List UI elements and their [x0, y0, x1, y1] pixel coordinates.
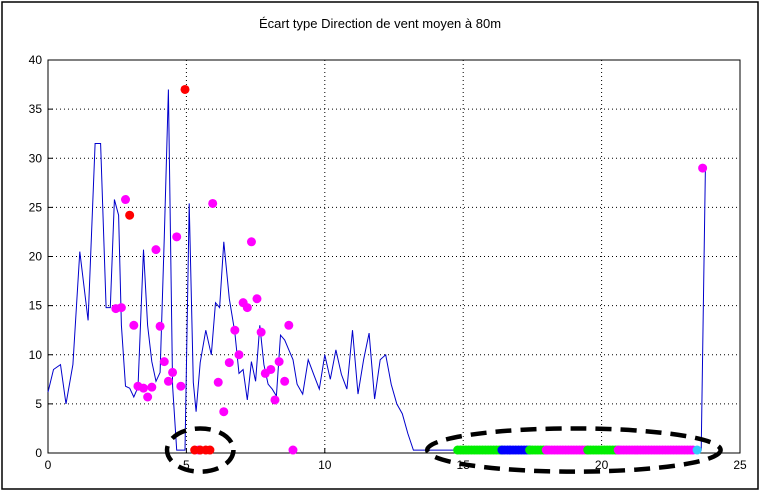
y-tick-label: 5 [35, 397, 42, 411]
x-tick-label: 10 [318, 458, 332, 472]
y-tick-label: 15 [29, 299, 43, 313]
y-tick-label: 40 [29, 53, 43, 67]
data-point-magenta [219, 407, 229, 417]
data-point-magenta [121, 195, 131, 205]
data-point-magenta [242, 303, 252, 313]
data-point-red [180, 84, 190, 94]
x-tick-label: 5 [183, 458, 190, 472]
data-point-magenta [698, 163, 708, 173]
y-tick-label: 30 [29, 151, 43, 165]
y-tick-label: 35 [29, 102, 43, 116]
data-point-magenta [252, 294, 262, 304]
data-point-magenta [256, 327, 266, 337]
data-point-magenta [151, 245, 161, 255]
data-point-magenta [288, 445, 298, 455]
data-point-magenta [213, 377, 223, 387]
dashed-ellipse-annotation [164, 426, 236, 474]
data-point-magenta [147, 382, 157, 392]
data-point-magenta [246, 237, 256, 247]
dashed-ellipse-annotation [424, 426, 723, 474]
data-point-magenta [224, 358, 234, 368]
data-point-magenta [280, 376, 290, 386]
data-point-magenta [155, 321, 165, 331]
x-tick-label: 25 [733, 458, 747, 472]
data-point-magenta [159, 357, 169, 367]
data-point-magenta [138, 383, 148, 393]
series-line [47, 89, 706, 451]
data-point-magenta [168, 367, 178, 377]
data-point-magenta [163, 376, 173, 386]
y-tick-label: 10 [29, 348, 43, 362]
data-point-magenta [230, 325, 240, 335]
x-tick-label: 20 [595, 458, 609, 472]
data-point-red [205, 445, 215, 455]
data-point-magenta [208, 198, 218, 208]
data-point-magenta [116, 303, 126, 313]
y-tick-label: 25 [29, 200, 43, 214]
data-point-magenta [176, 381, 186, 391]
data-point-magenta [234, 350, 244, 360]
data-point-magenta [284, 320, 294, 330]
x-tick-label: 0 [45, 458, 52, 472]
y-tick-label: 20 [29, 250, 43, 264]
data-point-magenta [274, 357, 284, 367]
y-tick-label: 0 [35, 446, 42, 460]
data-point-magenta [172, 232, 182, 242]
data-point-red [125, 210, 135, 220]
chart-title: Écart type Direction de vent moyen à 80m [259, 16, 501, 31]
data-point-magenta [270, 395, 280, 405]
data-point-magenta [143, 392, 153, 402]
data-point-cyan [692, 445, 702, 455]
data-point-magenta [266, 364, 276, 374]
data-point-magenta [129, 320, 139, 330]
